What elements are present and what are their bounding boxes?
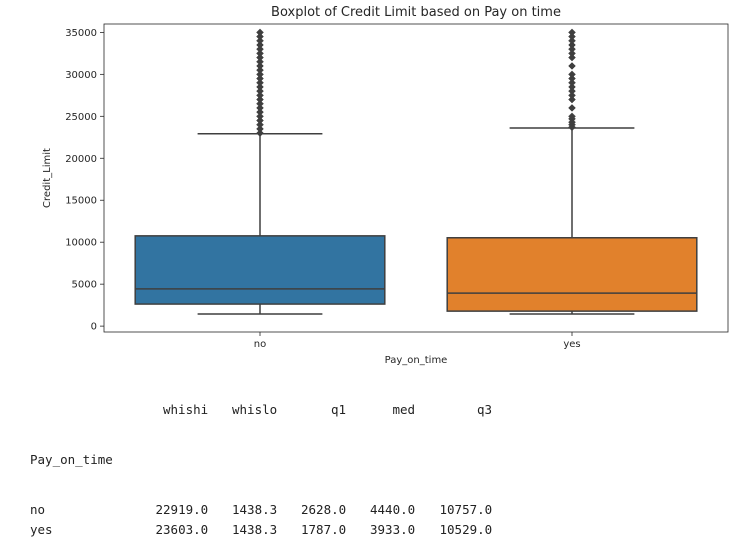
table-column-header-q3: q3 bbox=[477, 402, 493, 417]
table-index-name: Pay_on_time bbox=[30, 452, 113, 467]
flier-yes-13 bbox=[568, 62, 576, 70]
table-column-header-med: med bbox=[392, 402, 416, 417]
table-cell-q3: 10757.0 bbox=[439, 502, 493, 517]
table-column-header-whislo: whislo bbox=[232, 402, 278, 417]
y-axis: 0 5000 10000 15000 20000 25000 30000 35000 bbox=[65, 28, 104, 333]
table-cell-q3: 10529.0 bbox=[439, 522, 493, 537]
y-tick-label-25000: 25000 bbox=[65, 112, 97, 123]
table-row: yes 23603.0 1438.3 1787.0 3933.0 10529.0 bbox=[30, 522, 492, 542]
table-cell-q1: 1787.0 bbox=[301, 522, 347, 537]
box-no bbox=[134, 235, 386, 305]
table-cell-med: 3933.0 bbox=[370, 522, 416, 537]
table-row-index: yes bbox=[30, 522, 53, 537]
table-cell-med: 4440.0 bbox=[370, 502, 416, 517]
x-tick-label-no: no bbox=[254, 339, 266, 350]
flier-yes-20 bbox=[568, 28, 576, 37]
x-tick-label-yes: yes bbox=[563, 339, 580, 350]
box-yes bbox=[446, 237, 698, 312]
y-tick-label-5000: 5000 bbox=[72, 280, 97, 291]
table-column-header-whishi: whishi bbox=[163, 402, 209, 417]
table-cell-whislo: 1438.3 bbox=[232, 502, 278, 517]
y-tick-label-10000: 10000 bbox=[65, 238, 97, 249]
summary-table: whishi whislo q1 med q3 Pay_on_time no 22919.… bbox=[30, 372, 492, 557]
chart-title: Boxplot of Credit Limit based on Pay on … bbox=[271, 5, 561, 20]
table-cell-q1: 2628.0 bbox=[301, 502, 347, 517]
plot-area bbox=[103, 23, 729, 333]
boxplot-chart: Boxplot of Credit Limit based on Pay on … bbox=[42, 5, 729, 366]
table-row: no 22919.0 1438.3 2628.0 4440.0 10757.0 bbox=[30, 502, 492, 522]
table-cell-whishi: 23603.0 bbox=[155, 522, 209, 537]
y-tick-label-20000: 20000 bbox=[65, 154, 97, 165]
flier-yes-5 bbox=[568, 104, 576, 112]
y-tick-label-30000: 30000 bbox=[65, 70, 97, 81]
y-axis-label: Credit_Limit bbox=[42, 148, 53, 208]
table-column-header-q1: q1 bbox=[331, 402, 347, 417]
table-cell-whishi: 22919.0 bbox=[155, 502, 209, 517]
table-row-index: no bbox=[30, 502, 46, 517]
table-cell-whislo: 1438.3 bbox=[232, 522, 278, 537]
y-tick-label-35000: 35000 bbox=[65, 28, 97, 39]
flier-no-24 bbox=[256, 28, 264, 37]
y-tick-label-15000: 15000 bbox=[65, 196, 97, 207]
table-index-name-row: Pay_on_time bbox=[30, 452, 113, 472]
x-axis-label: Pay_on_time bbox=[385, 355, 448, 366]
plot-frame bbox=[103, 23, 729, 333]
box-group-yes bbox=[446, 28, 698, 315]
y-tick-label-0: 0 bbox=[91, 322, 97, 333]
x-axis: no yes bbox=[254, 332, 581, 350]
flier-yes-4 bbox=[568, 112, 576, 121]
flier-yes-12 bbox=[568, 70, 576, 79]
box-group-no bbox=[134, 28, 386, 315]
table-body: no 22919.0 1438.3 2628.0 4440.0 10757.0 yes 236… bbox=[30, 502, 492, 542]
table-header-row: whishi whislo q1 med q3 bbox=[30, 402, 492, 422]
